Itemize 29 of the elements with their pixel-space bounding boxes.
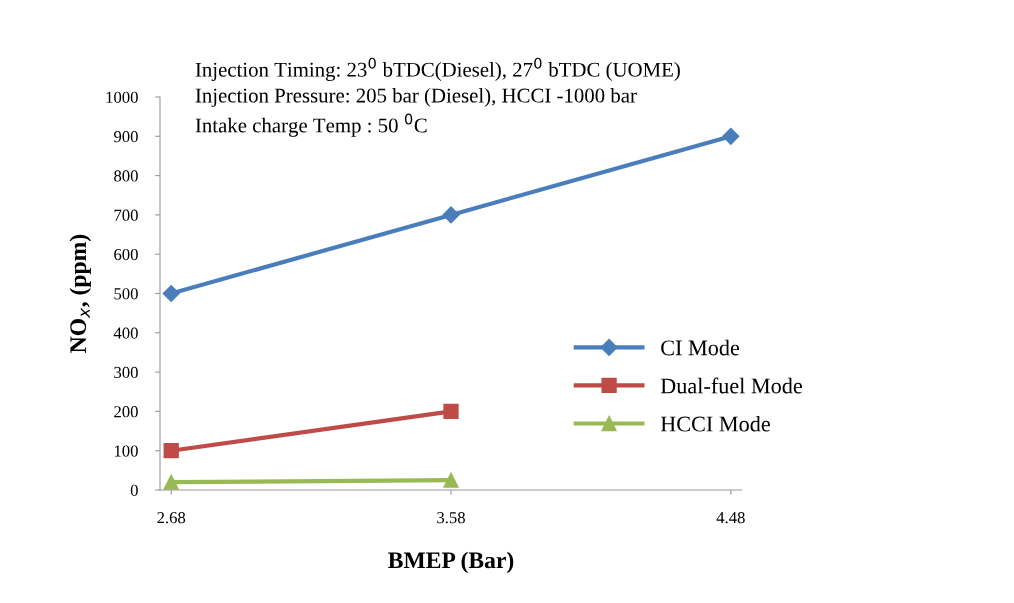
- annotation: Injection Pressure: 205 bar (Diesel), HCCI -1000 bar: [195, 87, 637, 107]
- y-tick-label: 400: [113, 327, 138, 339]
- y-tick-label: 1000: [106, 91, 138, 103]
- y-tick-label: 800: [114, 170, 138, 182]
- legend-label: CI Mode: [661, 339, 740, 356]
- x-tick-label: 3.58: [437, 512, 465, 524]
- y-tick-label: 700: [114, 209, 138, 221]
- y-tick-label: 0: [130, 484, 138, 496]
- point: [163, 443, 179, 459]
- y-tick-label: 200: [114, 406, 138, 418]
- point: [163, 474, 179, 490]
- y-tick-label: 300: [114, 366, 138, 379]
- point: [443, 472, 459, 488]
- text: Injection Timing: 23$^{0}$ bTDC(Diesel), 27$^{0}$ bTDC (UOME): [195, 57, 680, 82]
- point: [442, 206, 460, 224]
- x-axis-title: BMEP (Bar): [388, 551, 514, 574]
- legend-label: Dual-fuel Mode: [660, 377, 802, 394]
- point: [443, 403, 459, 420]
- point: [162, 284, 180, 303]
- x-tick-label: 2.68: [157, 512, 186, 524]
- x-tick-label: 4.48: [716, 512, 745, 524]
- legend-label: HCCI Mode: [660, 415, 770, 432]
- y-axis-title: NO$_{x}$, (ppm): [69, 234, 91, 353]
- annotation: Intake charge Temp : 50 $^{0}$C: [195, 113, 427, 137]
- point: [722, 127, 740, 145]
- y-tick-label: 500: [114, 288, 138, 300]
- y-tick-label: 600: [114, 248, 138, 261]
- y-tick-label: 900: [114, 131, 138, 143]
- y-tick-label: 100: [114, 445, 138, 457]
